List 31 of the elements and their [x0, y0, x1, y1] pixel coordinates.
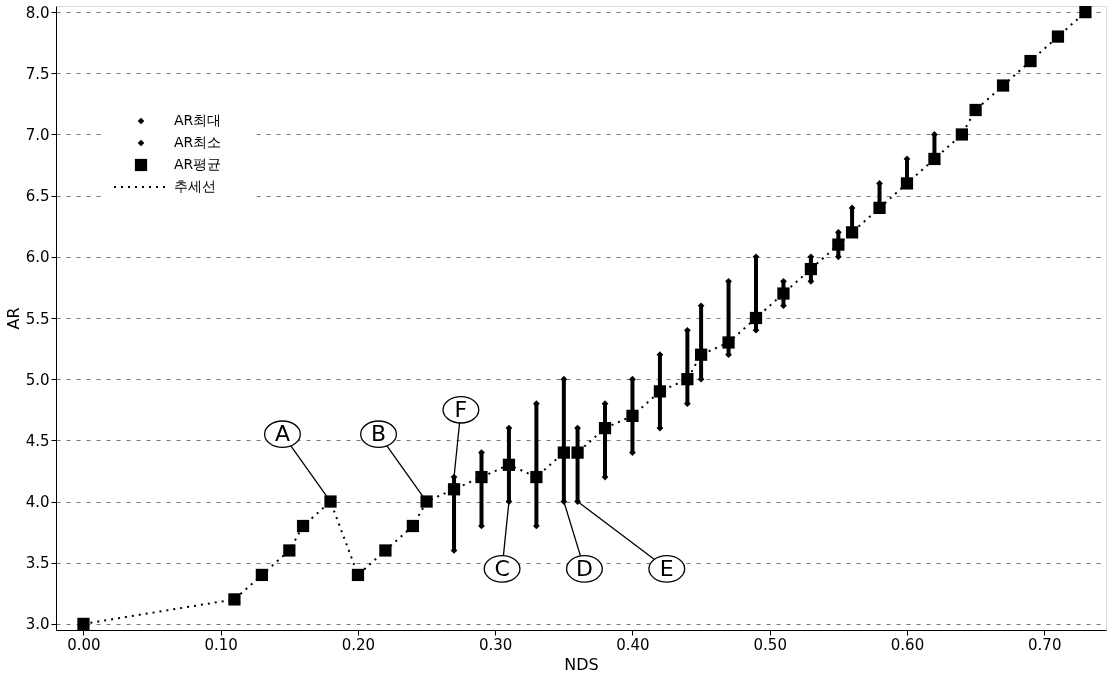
y-tick-label: 5.5: [25, 309, 50, 328]
x-tick-label: 0.50: [753, 635, 787, 654]
legend-label: 추세선: [174, 178, 216, 194]
x-tick-label: 0.60: [890, 635, 925, 654]
y-tick-label: 3.0: [25, 615, 50, 634]
annotation: D: [575, 555, 593, 581]
x-tick-label: 0.10: [204, 635, 238, 654]
y-tick-label: 4.5: [25, 431, 50, 450]
annotation: B: [371, 421, 387, 447]
legend-label: AR평균: [174, 156, 222, 172]
y-tick-label: 4.0: [25, 493, 50, 512]
y-tick-label: 6.0: [25, 248, 50, 267]
x-tick-label: 0.00: [67, 635, 101, 654]
annotation: A: [274, 421, 290, 447]
y-tick-label: 3.5: [25, 554, 50, 573]
annotation: C: [494, 555, 510, 581]
legend-label: AR최소: [174, 134, 222, 150]
y-tick-label: 6.5: [25, 187, 50, 206]
x-axis-title: NDS: [564, 654, 599, 674]
x-tick-label: 0.30: [479, 635, 513, 654]
x-tick-label: 0.70: [1028, 635, 1062, 654]
y-tick-label: 8.0: [25, 3, 50, 22]
y-tick-label: 7.0: [25, 125, 50, 144]
annotation: F: [454, 396, 468, 422]
legend-label: AR최대: [174, 112, 222, 128]
y-axis-title: AR: [3, 307, 23, 330]
annotation: E: [659, 555, 674, 581]
x-tick-label: 0.40: [616, 635, 650, 654]
y-tick-label: 7.5: [25, 64, 50, 83]
y-tick-label: 5.0: [25, 370, 50, 389]
x-tick-label: 0.20: [341, 635, 376, 654]
